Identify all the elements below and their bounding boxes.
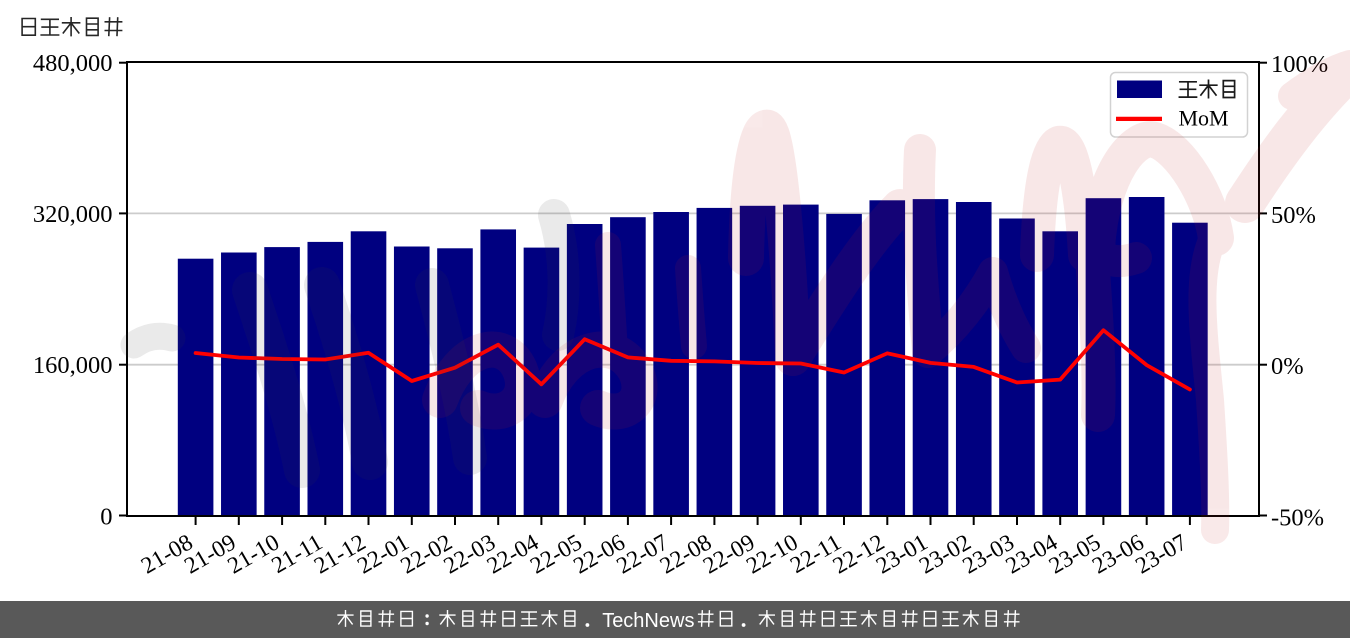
svg-text:MoM: MoM [1179,106,1229,131]
svg-text:TechNews: TechNews [602,610,694,632]
svg-text:0%: 0% [1271,353,1304,380]
svg-text:0: 0 [100,503,112,530]
svg-text:320,000: 320,000 [33,201,113,228]
svg-text:50%: 50% [1271,202,1316,229]
svg-text:-50%: -50% [1271,505,1324,532]
svg-text:480,000: 480,000 [33,50,113,77]
svg-text:160,000: 160,000 [33,352,113,379]
svg-text:100%: 100% [1271,51,1328,78]
